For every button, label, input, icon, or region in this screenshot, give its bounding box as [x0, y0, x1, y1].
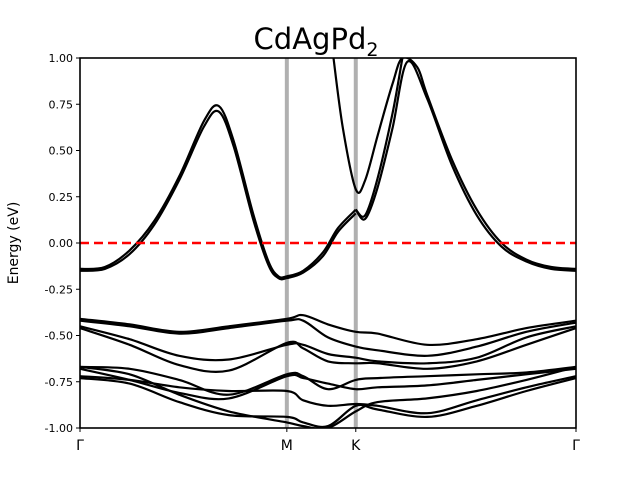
band-line-6: [80, 313, 576, 347]
x-tick-label: K: [351, 438, 361, 454]
x-tick-label: Γ: [76, 438, 84, 454]
y-tick-label: -1.00: [45, 422, 73, 435]
band-line-10: [80, 365, 576, 396]
kpoint-lines: [284, 58, 358, 428]
y-axis-label: Energy (eV): [6, 202, 22, 285]
band-line-3: [332, 58, 576, 270]
chart-title-subscript: 2: [366, 39, 378, 61]
y-tick-label: 0.25: [49, 191, 74, 204]
band-lines: [80, 58, 576, 428]
x-tick-label: Γ: [572, 438, 580, 454]
band-line-5: [355, 58, 404, 218]
y-axis: -1.00 -0.75 -0.50 -0.25 0.00 0.25 0.50 0.75 1.00: [45, 52, 80, 435]
y-tick-label: -0.50: [45, 330, 73, 343]
y-tick-label: 1.00: [49, 52, 74, 65]
band-line-8: [80, 325, 576, 365]
x-tick-label: M: [281, 438, 293, 454]
band-line-9: [80, 327, 576, 374]
y-tick-label: -0.25: [45, 283, 73, 296]
y-tick-label: -0.75: [45, 376, 73, 389]
band-line-11: [80, 367, 576, 401]
y-tick-label: 0.50: [49, 145, 74, 158]
band-line-2: [80, 109, 357, 281]
y-tick-label: 0.75: [49, 98, 74, 111]
band-line-1: [80, 104, 357, 279]
band-line-14: [80, 365, 576, 428]
band-line-13: [80, 377, 576, 428]
band-line-7: [80, 318, 576, 357]
band-line-4: [354, 60, 576, 272]
y-tick-label: 0.00: [49, 237, 74, 250]
band-line-12: [80, 375, 576, 415]
chart-title: CdAgPd2: [254, 22, 379, 61]
